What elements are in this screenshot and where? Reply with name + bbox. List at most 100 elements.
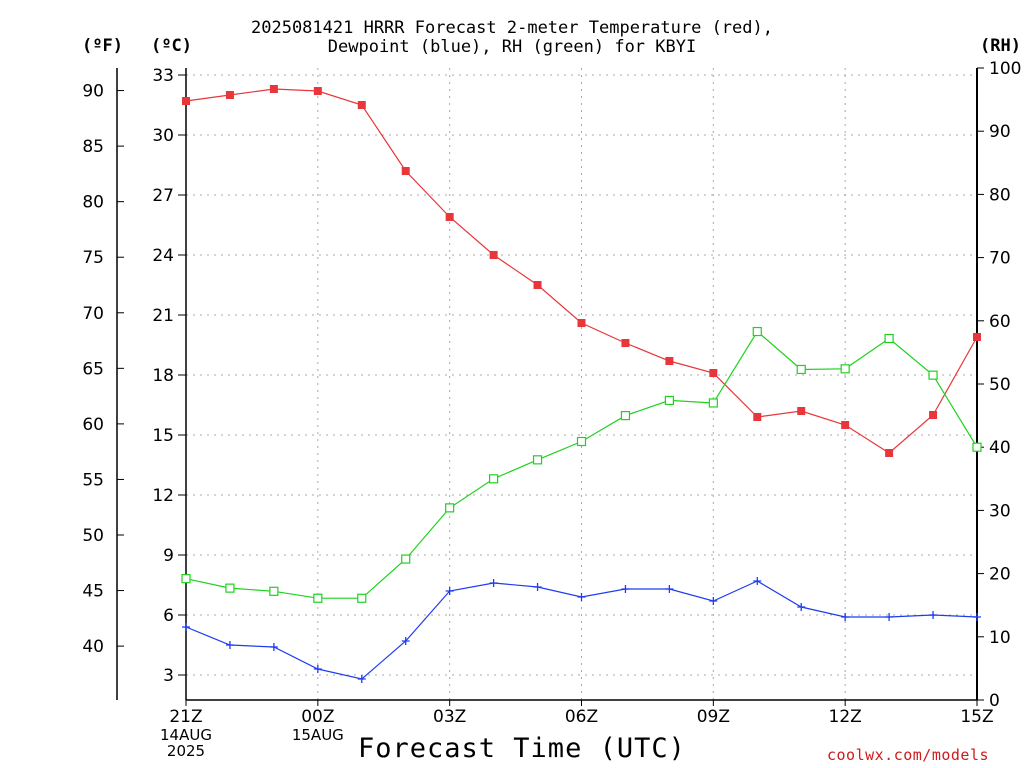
rh-point (181, 574, 191, 584)
dewpoint-point (929, 611, 938, 619)
dewpoint-point (269, 643, 278, 651)
chart-title-line-1: 2025081421 HRRR Forecast 2-meter Tempera… (251, 18, 773, 38)
fahrenheit-tick-label: 50 (82, 526, 104, 546)
dewpoint-point (533, 583, 542, 591)
dewpoint-point (885, 613, 894, 621)
rh-point (752, 326, 762, 337)
rh-tick-label: 20 (989, 565, 1011, 585)
rh-tick-label: 30 (989, 501, 1011, 521)
rh-point (664, 395, 674, 406)
temperature-point (313, 87, 322, 95)
rh-point (357, 593, 367, 603)
rh-point (489, 474, 499, 484)
dewpoint-point (797, 603, 806, 611)
dewpoint-point (577, 593, 586, 601)
celsius-tick-label: 33 (152, 66, 174, 86)
unit-celsius-label: (ºC) (151, 36, 192, 56)
rh-tick-label: 80 (989, 185, 1011, 205)
temperature-point (182, 97, 190, 105)
rh-point (445, 503, 455, 513)
temperature-point (269, 85, 278, 93)
fahrenheit-tick-label: 75 (82, 248, 104, 268)
rh-point (796, 364, 806, 375)
credit-link[interactable]: coolwx.com/models (827, 746, 990, 764)
x-tick-label: 00Z (301, 707, 334, 727)
rh-point (620, 411, 631, 421)
rh-point (708, 398, 718, 408)
celsius-tick-label: 3 (163, 666, 174, 686)
temperature-point (753, 413, 762, 421)
temperature-point (445, 213, 454, 221)
temperature-point (621, 339, 630, 347)
rh-point (225, 583, 235, 593)
celsius-tick-label: 21 (152, 306, 174, 326)
rh-point (928, 370, 938, 380)
unit-rh-label: (RH) (980, 36, 1021, 56)
celsius-tick-label: 12 (152, 486, 174, 506)
x-tick-label: 03Z (433, 707, 466, 727)
fahrenheit-tick-label: 40 (82, 637, 104, 657)
celsius-tick-label: 15 (152, 426, 174, 446)
rh-tick-label: 50 (989, 375, 1011, 395)
dewpoint-point (709, 597, 718, 605)
fahrenheit-tick-label: 45 (82, 582, 104, 602)
rh-point (884, 333, 894, 344)
dewpoint-point (357, 675, 366, 683)
dewpoint-point (445, 587, 454, 595)
rh-point (532, 455, 543, 465)
x-tick-label: 15Z (960, 707, 993, 727)
fahrenheit-tick-label: 55 (82, 470, 104, 490)
rh-point (576, 436, 587, 447)
fahrenheit-tick-label: 70 (82, 304, 104, 324)
celsius-tick-label: 24 (152, 246, 174, 266)
temperature-point (577, 319, 586, 327)
rh-tick-label: 60 (989, 312, 1011, 332)
dewpoint-point (489, 579, 498, 587)
x-tick-label: 12Z (829, 707, 862, 727)
temperature-point (533, 281, 542, 289)
fahrenheit-tick-label: 60 (82, 415, 104, 435)
fahrenheit-tick-label: 85 (82, 137, 104, 157)
temperature-point (225, 91, 234, 99)
dewpoint-point (182, 623, 190, 631)
fahrenheit-tick-label: 90 (82, 82, 104, 102)
dewpoint-point (753, 577, 762, 585)
temperature-point (797, 407, 806, 415)
temperature-point (665, 357, 674, 365)
dewpoint-point (401, 637, 410, 645)
fahrenheit-tick-label: 65 (82, 359, 104, 379)
celsius-tick-label: 27 (152, 186, 174, 206)
chart-title-line-2: Dewpoint (blue), RH (green) for KBYI (327, 37, 697, 57)
rh-tick-label: 90 (989, 122, 1011, 142)
temperature-point (709, 369, 718, 377)
x-axis-title: Forecast Time (UTC) (358, 733, 686, 764)
celsius-tick-label: 6 (163, 606, 174, 626)
celsius-tick-label: 18 (152, 366, 174, 386)
x-date-label: 2025 (167, 742, 205, 760)
rh-tick-label: 100 (989, 59, 1021, 79)
dewpoint-point (665, 585, 674, 593)
rh-point (401, 554, 411, 564)
x-tick-label: 06Z (565, 707, 598, 727)
temperature-point (357, 101, 366, 109)
dewpoint-point (313, 665, 322, 673)
rh-point (269, 586, 279, 596)
rh-point (972, 442, 982, 452)
x-tick-label: 09Z (697, 707, 730, 727)
celsius-tick-label: 9 (163, 546, 174, 566)
temperature-point (885, 449, 894, 457)
unit-fahrenheit-label: (ºF) (82, 36, 123, 56)
rh-tick-label: 40 (989, 438, 1011, 458)
fahrenheit-tick-label: 80 (82, 193, 104, 213)
dewpoint-point (973, 613, 981, 621)
dewpoint-point (841, 613, 850, 621)
rh-tick-label: 10 (989, 628, 1011, 648)
dewpoint-point (621, 585, 630, 593)
temperature-point (841, 421, 850, 429)
dewpoint-point (225, 641, 234, 649)
celsius-tick-label: 30 (152, 126, 174, 146)
temperature-point (973, 333, 981, 341)
temperature-point (401, 167, 410, 175)
rh-point (840, 364, 850, 374)
